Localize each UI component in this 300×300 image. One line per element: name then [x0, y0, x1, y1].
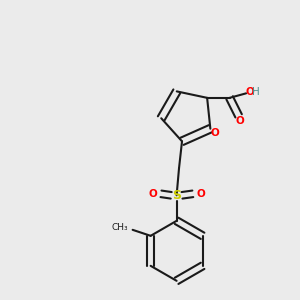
Text: O: O — [236, 116, 244, 126]
Text: O: O — [211, 128, 219, 138]
Text: O: O — [245, 87, 254, 97]
Text: O: O — [196, 189, 205, 199]
Text: O: O — [149, 189, 158, 199]
Text: S: S — [172, 189, 181, 202]
Text: H: H — [252, 87, 260, 97]
Text: CH₃: CH₃ — [112, 223, 128, 232]
